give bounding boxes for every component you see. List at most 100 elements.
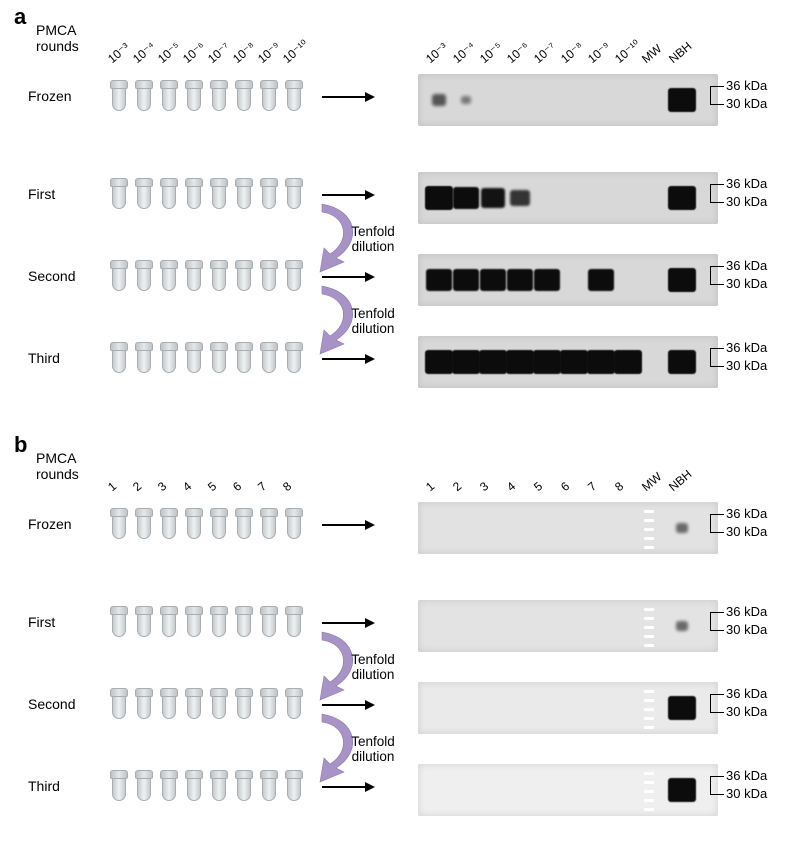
western-blot [418,254,718,306]
tube-strip [108,606,320,646]
tube [283,80,305,118]
tube-header-label: 10⁻⁵ [155,39,183,66]
kda-label: 36 kDa [726,686,796,701]
round-label: Frozen [28,516,72,532]
kda-label: 36 kDa [726,604,796,619]
tube [133,606,155,644]
round-label: Second [28,268,75,284]
tube [283,606,305,644]
tube [158,770,180,808]
kda-label: 36 kDa [726,78,796,93]
blot-header-label: 10⁻⁵ [477,39,505,66]
blot-header-label: 3 [477,479,491,494]
tube-strip [108,80,320,120]
round-label: Third [28,778,60,794]
arrow-to-blot [322,272,376,282]
tube [208,342,230,380]
blot-header-label: 10⁻⁹ [585,39,613,66]
tube [283,178,305,216]
tube [208,178,230,216]
tube [233,606,255,644]
tube [233,80,255,118]
tube [183,342,205,380]
tube [133,342,155,380]
tube [108,688,130,726]
dilution-label: Tenfold dilution [338,306,408,336]
blot-band [588,269,614,291]
blot-header-label: 2 [450,479,464,494]
western-blot [418,600,718,652]
blot-band [425,350,454,374]
tube [133,508,155,546]
tube [108,342,130,380]
tube [233,178,255,216]
pmca-label-b: PMCA rounds [36,450,79,482]
panel-a-label: a [14,4,26,30]
arrow-to-blot [322,190,376,200]
blot-band [479,350,508,374]
blot-header-label: NBH [666,39,694,66]
blot-header-label: 5 [531,479,545,494]
tube [283,770,305,808]
dilution-label: Tenfold dilution [338,224,408,254]
blot-band [507,269,533,291]
blot-header-label: 10⁻⁸ [558,39,586,66]
tube [258,606,280,644]
tube [133,688,155,726]
blot-header-label: 10⁻¹⁰ [612,37,643,66]
blot-band [533,350,562,374]
tube [258,260,280,298]
blot-header-label: 4 [504,479,518,494]
kda-label: 30 kDa [726,194,796,209]
kda-label: 30 kDa [726,276,796,291]
kda-label: 30 kDa [726,524,796,539]
blot-band [668,268,697,292]
tube-header-label: 10⁻⁸ [230,39,258,66]
blot-header-label: 10⁻⁶ [504,39,532,66]
tube [258,80,280,118]
kda-label: 36 kDa [726,258,796,273]
round-label: First [28,186,55,202]
tube [108,260,130,298]
tube [208,260,230,298]
blot-band [510,190,530,206]
dilution-label: Tenfold dilution [338,652,408,682]
round-label: Second [28,696,75,712]
kda-label: 30 kDa [726,96,796,111]
tube [258,770,280,808]
kda-label: 30 kDa [726,358,796,373]
tube [258,688,280,726]
blot-band [668,186,697,210]
tube [108,606,130,644]
blot-band [425,186,454,210]
blot-band [432,94,447,106]
blot-header-label: MW [639,42,664,66]
arrow-to-blot [322,782,376,792]
blot-band [560,350,589,374]
western-blot [418,74,718,126]
tube [183,508,205,546]
tube-header-label: 10⁻¹⁰ [280,37,311,66]
round-label: Frozen [28,88,72,104]
blot-header-label: MW [639,470,664,494]
tube [158,80,180,118]
tube-header-label: 6 [230,479,244,494]
western-blot [418,336,718,388]
round-label: First [28,614,55,630]
tube [258,342,280,380]
tube [108,770,130,808]
tube [133,770,155,808]
tube [158,342,180,380]
blot-header-label: 10⁻³ [423,40,450,66]
arrow-to-blot [322,354,376,364]
tube [233,342,255,380]
tube-header-label: 4 [180,479,194,494]
western-blot [418,172,718,224]
tube [208,80,230,118]
kda-label: 30 kDa [726,786,796,801]
tube [108,80,130,118]
kda-label: 30 kDa [726,622,796,637]
dilution-label: Tenfold dilution [338,734,408,764]
tube [108,508,130,546]
blot-header-label: 10⁻⁷ [531,40,558,66]
